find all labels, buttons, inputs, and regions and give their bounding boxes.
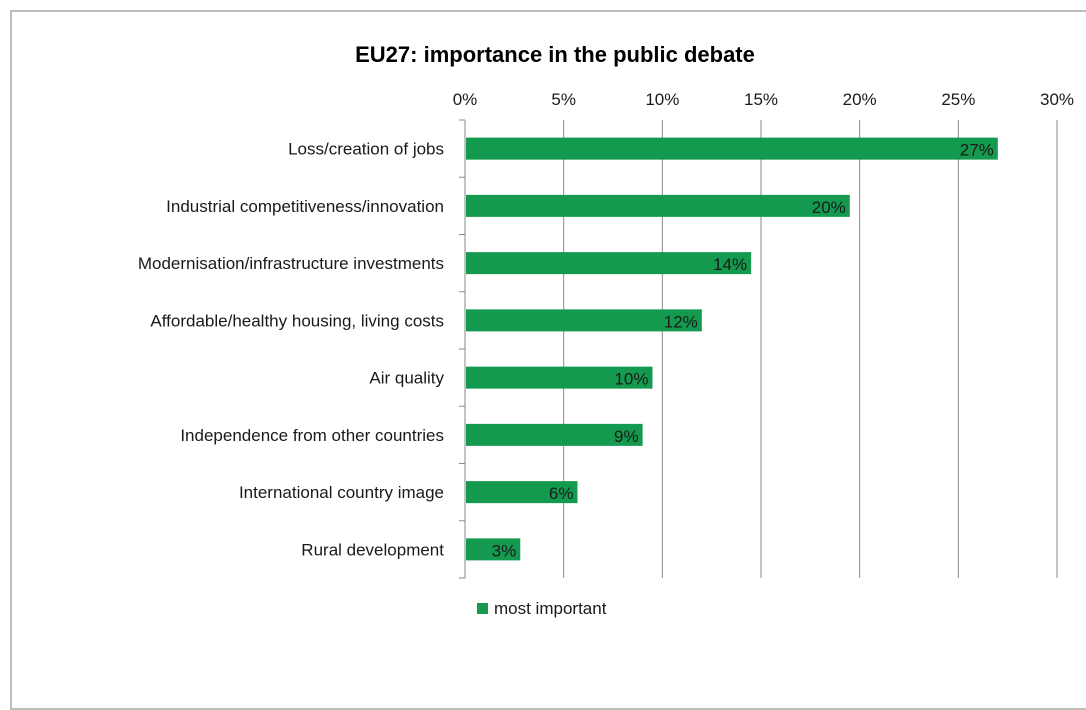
data-label: 3% xyxy=(492,541,517,560)
legend-swatch xyxy=(477,603,488,614)
category-label: Independence from other countries xyxy=(180,426,444,445)
legend: most important xyxy=(477,599,607,618)
bars: 27% 20% 14% 12% 10% 9% 6% 3% xyxy=(466,137,998,561)
data-label: 12% xyxy=(664,312,698,331)
bar xyxy=(466,137,998,160)
category-label: Air quality xyxy=(369,369,444,388)
x-tick-label: 10% xyxy=(645,90,679,109)
category-label: Rural development xyxy=(301,540,444,559)
category-label: Industrial competitiveness/innovation xyxy=(166,197,444,216)
x-tick-label: 25% xyxy=(941,90,975,109)
chart-title: EU27: importance in the public debate xyxy=(355,42,755,67)
bar xyxy=(466,309,702,332)
x-tick-label: 20% xyxy=(843,90,877,109)
bar-chart: EU27: importance in the public debate 0%… xyxy=(138,42,1074,618)
x-axis-ticks: 0% 5% 10% 15% 20% 25% 30% xyxy=(453,90,1074,109)
data-label: 9% xyxy=(614,427,639,446)
x-tick-label: 5% xyxy=(551,90,576,109)
data-label: 20% xyxy=(812,198,846,217)
bar xyxy=(466,481,578,504)
x-tick-label: 15% xyxy=(744,90,778,109)
category-label: Modernisation/infrastructure investments xyxy=(138,254,444,273)
bar xyxy=(466,252,752,275)
data-label: 27% xyxy=(960,141,994,160)
category-label: Loss/creation of jobs xyxy=(288,140,444,159)
legend-label: most important xyxy=(494,599,607,618)
data-label: 6% xyxy=(549,484,574,503)
category-labels: Loss/creation of jobs Industrial competit… xyxy=(138,140,445,560)
x-tick-label: 0% xyxy=(453,90,478,109)
data-label: 10% xyxy=(614,370,648,389)
gridlines xyxy=(563,120,1058,578)
bar xyxy=(466,366,653,389)
bar xyxy=(466,423,643,446)
category-label: Affordable/healthy housing, living costs xyxy=(150,311,444,330)
data-label: 14% xyxy=(713,255,747,274)
category-label: International country image xyxy=(239,483,444,502)
bar xyxy=(466,538,521,561)
bar xyxy=(466,194,850,217)
x-tick-label: 30% xyxy=(1040,90,1074,109)
y-axis xyxy=(459,119,466,579)
